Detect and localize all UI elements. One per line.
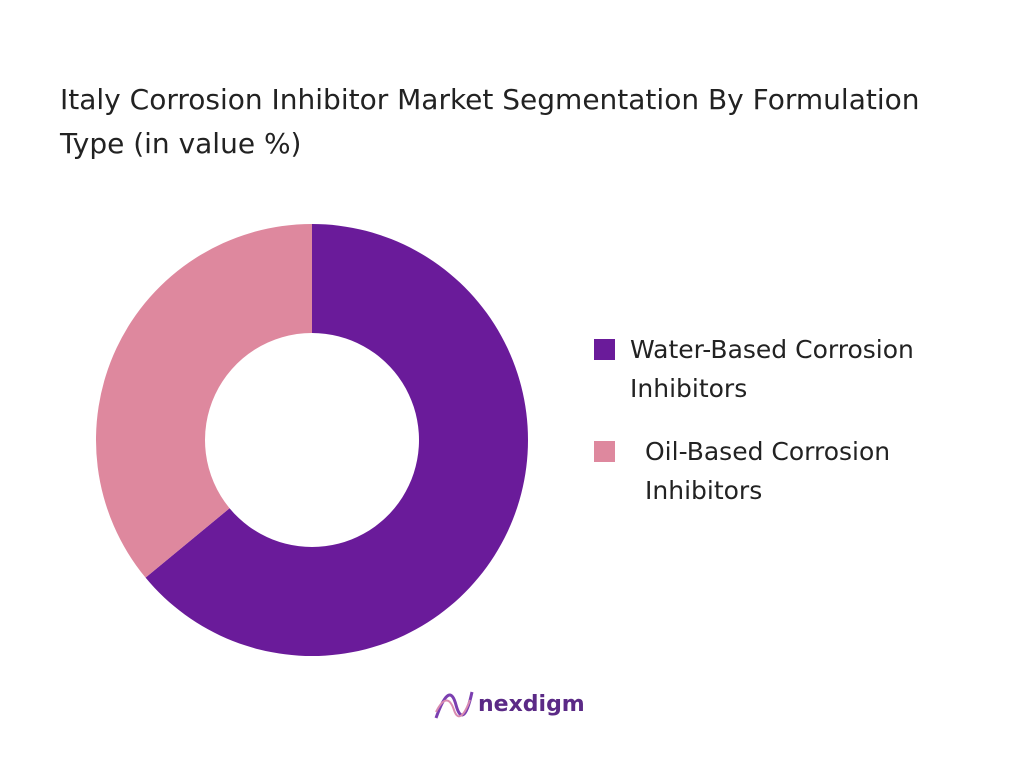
legend-label: Water-Based Corrosion Inhibitors (630, 335, 914, 403)
legend-swatch (594, 339, 615, 360)
legend-item: Oil-Based Corrosion Inhibitors (594, 432, 974, 510)
legend-label: Oil-Based Corrosion Inhibitors (645, 437, 891, 505)
legend: Water-Based Corrosion Inhibitors Oil-Base… (594, 330, 974, 534)
donut-slice (95, 224, 312, 578)
brand-logo: nexdigm (478, 692, 585, 717)
donut-slice (145, 224, 528, 657)
logo-icon (435, 699, 471, 718)
chart-title: Italy Corrosion Inhibitor Market Segment… (60, 83, 920, 160)
logo-icon (434, 691, 474, 719)
legend-item: Water-Based Corrosion Inhibitors (594, 330, 974, 408)
legend-swatch (594, 441, 615, 462)
